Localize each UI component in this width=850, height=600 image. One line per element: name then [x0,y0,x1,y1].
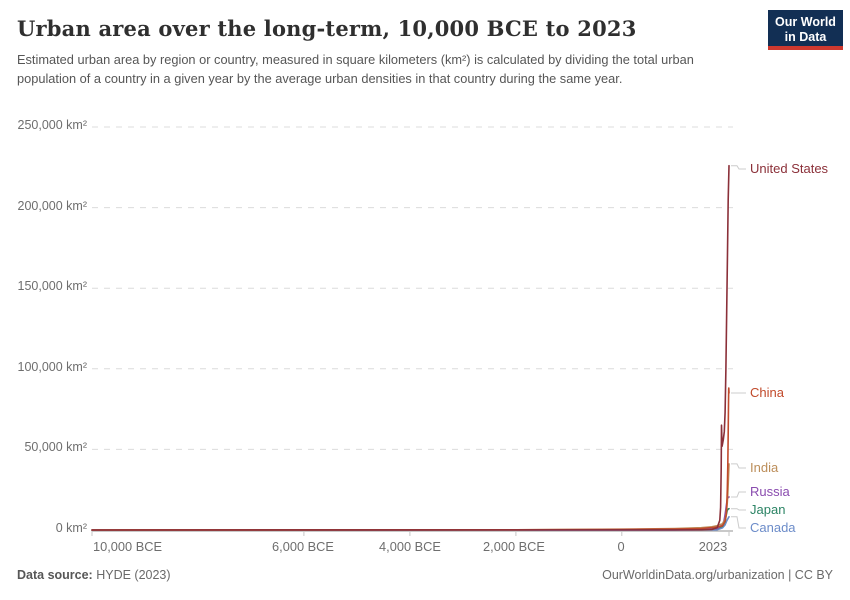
x-tick-label-0: 0 [617,539,625,554]
y-tick-label-250000: 250,000 km² [17,118,87,132]
x-tick-label-2023: 2023 [698,539,728,554]
series-label-china[interactable]: China [750,385,784,400]
x-tick-label-10000bce: 10,000 BCE [93,539,163,554]
series-label-india[interactable]: India [750,460,779,475]
x-tick-label-4000bce: 4,000 BCE [379,539,441,554]
owid-logo-line2: in Data [784,30,827,44]
y-tick-label-0: 0 km² [55,521,87,535]
x-tick-label-2000bce: 2,000 BCE [483,539,545,554]
x-tick-label-6000bce: 6,000 BCE [272,539,334,554]
series-label-russia[interactable]: Russia [750,484,790,499]
y-tick-label-200000: 200,000 km² [17,198,87,213]
series-label-japan[interactable]: Japan [750,502,786,517]
y-tick-label-100000: 100,000 km² [17,359,87,374]
owid-logo-line1: Our World [775,15,836,29]
series-label-canada[interactable]: Canada [750,520,796,535]
page-title: Urban area over the long-term, 10,000 BC… [17,16,637,41]
owid-logo-accent-bar [768,46,843,50]
data-source-value: HYDE (2023) [92,568,171,582]
chart-subtitle: Estimated urban area by region or countr… [17,52,694,86]
data-source-label: Data source: [17,568,93,582]
series-label-united-states[interactable]: United States [750,161,829,176]
y-tick-label-150000: 150,000 km² [17,279,87,294]
data-source-note: Data source: HYDE (2023) [17,568,171,582]
owid-logo[interactable]: Our World in Data [768,10,843,50]
y-tick-label-50000: 50,000 km² [24,440,87,455]
credit-link[interactable]: OurWorldinData.org/urbanization | CC BY [602,568,833,582]
